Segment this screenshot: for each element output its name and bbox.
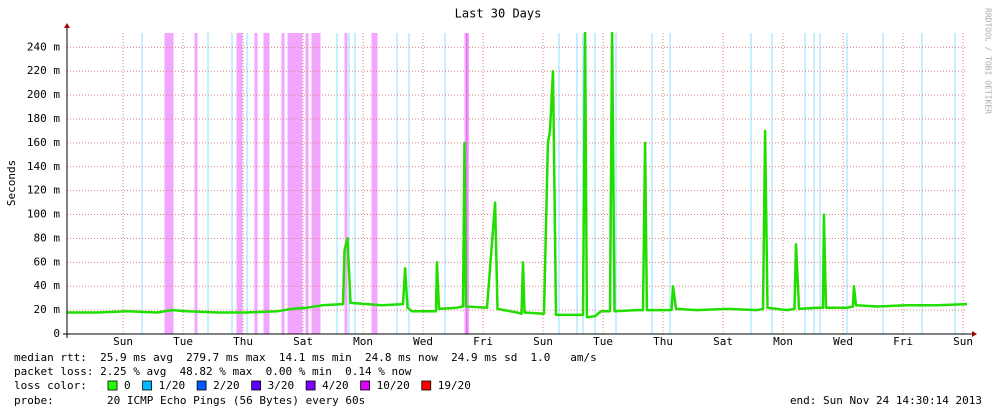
y-tick-label: 20 m xyxy=(34,303,61,316)
x-tick-label: Thu xyxy=(653,335,673,348)
packet-loss: packet loss: 2.25 % avg 48.82 % max 0.00… xyxy=(14,365,412,378)
x-tick-label: Sun xyxy=(533,335,553,348)
loss-level-label: 2/20 xyxy=(213,379,240,392)
y-tick-label: 120 m xyxy=(27,184,60,197)
plot-area xyxy=(67,31,968,335)
loss-swatch xyxy=(107,380,118,391)
probe-label: probe: xyxy=(14,394,54,407)
y-axis-label: Seconds xyxy=(5,160,18,206)
x-tick-label: Wed xyxy=(413,335,433,348)
x-tick-label: Mon xyxy=(353,335,373,348)
end-time: end: Sun Nov 24 14:30:14 2013 xyxy=(790,394,982,407)
x-tick-label: Mon xyxy=(773,335,793,348)
x-tick-label: Fri xyxy=(893,335,913,348)
loss-level-label: 0 xyxy=(124,379,131,392)
loss-level-label: 19/20 xyxy=(438,379,471,392)
loss-swatch xyxy=(142,380,153,391)
loss-level-label: 1/20 xyxy=(159,379,186,392)
probe: 20 ICMP Echo Pings (56 Bytes) every 60s xyxy=(107,394,365,407)
loss-level-label: 10/20 xyxy=(377,379,410,392)
watermark: RRDTOOL / TOBI OETIKER xyxy=(984,8,993,114)
loss-swatch xyxy=(305,380,316,391)
y-tick-label: 60 m xyxy=(34,255,61,268)
median-rtt: median rtt: 25.9 ms avg 279.7 ms max 14.… xyxy=(14,351,597,364)
loss-swatch xyxy=(421,380,432,391)
loss-level-label: 3/20 xyxy=(268,379,295,392)
y-tick-label: 100 m xyxy=(27,208,60,221)
x-tick-label: Sun xyxy=(113,335,133,348)
y-tick-label: 40 m xyxy=(34,279,61,292)
y-tick-label: 180 m xyxy=(27,112,60,125)
y-arrow xyxy=(64,23,70,28)
x-tick-label: Sun xyxy=(953,335,973,348)
loss-swatch xyxy=(196,380,207,391)
median-line xyxy=(67,31,968,319)
y-tick-label: 220 m xyxy=(27,64,60,77)
x-arrow xyxy=(972,331,977,337)
y-tick-label: 140 m xyxy=(27,160,60,173)
loss-legend: 0 1/20 2/20 3/20 4/20 10/20 19/20 xyxy=(107,379,471,392)
loss-level-label: 4/20 xyxy=(322,379,349,392)
x-tick-label: Tue xyxy=(173,335,193,348)
x-tick-label: Sat xyxy=(713,335,733,348)
x-tick-label: Sat xyxy=(293,335,313,348)
x-tick-label: Tue xyxy=(593,335,613,348)
y-tick-label: 200 m xyxy=(27,88,60,101)
median-line-shadow xyxy=(67,32,968,318)
x-tick-label: Fri xyxy=(473,335,493,348)
loss-color-label: loss color: xyxy=(14,379,87,392)
x-tick-label: Thu xyxy=(233,335,253,348)
y-tick-label: 240 m xyxy=(27,40,60,53)
y-tick-label: 0 xyxy=(53,327,60,340)
loss-swatch xyxy=(251,380,262,391)
loss-swatch xyxy=(360,380,371,391)
x-tick-label: Wed xyxy=(833,335,853,348)
y-tick-label: 160 m xyxy=(27,136,60,149)
y-tick-label: 80 m xyxy=(34,231,61,244)
chart-title: Last 30 Days xyxy=(455,7,542,21)
